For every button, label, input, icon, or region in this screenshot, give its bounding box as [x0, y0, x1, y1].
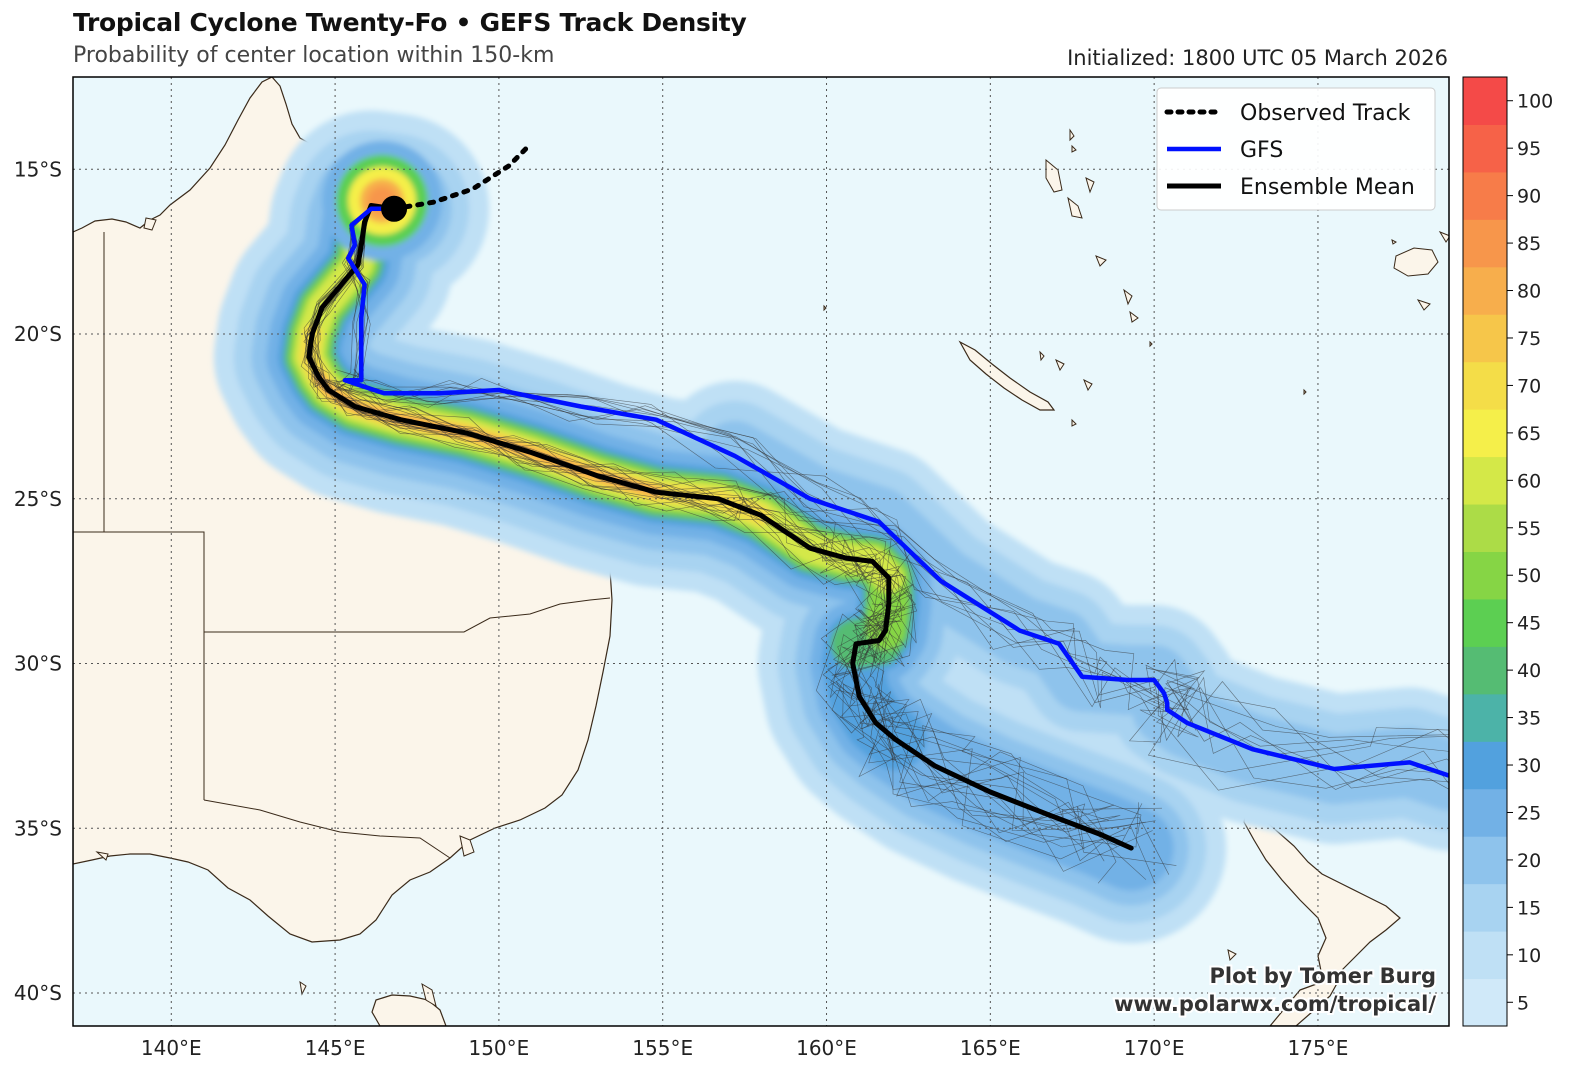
colorbar-label: 40: [1517, 660, 1541, 682]
colorbar-label: 75: [1517, 328, 1541, 350]
colorbar-segment: [1463, 788, 1507, 837]
ensemble-member-track: [335, 208, 1449, 791]
colorbar-segment: [1463, 504, 1507, 552]
observed-track: [391, 143, 531, 212]
colorbar-segment: [1463, 741, 1507, 790]
ensemble-member-track: [336, 208, 1449, 743]
new-zealand-north-island: [1243, 809, 1401, 977]
state-border-nt-sa: [73, 531, 205, 632]
state-border-nsw-vic: [203, 799, 451, 859]
colorbar-label: 95: [1517, 138, 1541, 160]
ensemble-member-track: [333, 208, 1449, 752]
state-border-qld-nsw: [204, 597, 611, 633]
colorbar-segment: [1463, 551, 1507, 600]
colorbar-label: 5: [1517, 992, 1529, 1014]
colorbar-segment: [1463, 693, 1507, 742]
new-caledonia: [958, 340, 1056, 411]
credit-line-2: www.polarwx.com/tropical/: [1114, 992, 1436, 1016]
colorbar-label: 45: [1517, 613, 1541, 635]
lon-tick-label: 165°E: [960, 1036, 1021, 1060]
colorbar-segment: [1463, 646, 1507, 695]
lon-tick-label: 160°E: [796, 1036, 857, 1060]
lon-tick-label: 175°E: [1288, 1036, 1349, 1060]
ensemble-mean-track: [306, 203, 1134, 851]
ensemble-member-track: [333, 208, 1449, 773]
colorbar: 5 10 15 20 25 30 35 40 45 50 55 60 65 70 75 80 85 90 95 100: [1462, 76, 1553, 1027]
colorbar-segment: [1463, 266, 1507, 315]
colorbar-frame: [1462, 76, 1508, 1027]
vanuatu: [1045, 128, 1139, 323]
tasmania-landmass: [371, 994, 447, 1026]
legend-mean-label: Ensemble Mean: [1240, 175, 1415, 200]
colorbar-segment: [1463, 361, 1507, 410]
colorbar-label: 35: [1517, 708, 1541, 730]
colorbar-label: 65: [1517, 423, 1541, 445]
ensemble-member-track: [347, 207, 1449, 790]
colorbar-label: 30: [1517, 755, 1541, 777]
current-position-marker: [381, 195, 408, 222]
legend-gfs-label: GFS: [1240, 138, 1283, 163]
colorbar-segment: [1463, 978, 1507, 1027]
lat-tick-label: 15°S: [14, 157, 62, 181]
credit: Plot by Tomer Burg www.polarwx.com/tropi…: [1112, 962, 1438, 1018]
colorbar-label: 100: [1517, 91, 1553, 113]
colorbar-segment: [1463, 836, 1507, 885]
axis-tick-labels: 140°E 145°E 150°E 155°E 160°E 165°E 170°E 175°E…: [14, 157, 1349, 1060]
colorbar-segment: [1463, 219, 1507, 268]
ensemble-member-track: [310, 205, 1121, 833]
chart-subtitle: Probability of center location within 15…: [73, 43, 555, 68]
colorbar-segment: [1463, 883, 1507, 932]
colorbar-segment: [1463, 598, 1507, 647]
lat-tick-label: 20°S: [14, 322, 62, 346]
legend-observed-label: Observed Track: [1240, 101, 1411, 126]
colorbar-label: 50: [1517, 565, 1541, 587]
credit-line-1: Plot by Tomer Burg: [1210, 964, 1437, 988]
colorbar-label: 55: [1517, 518, 1541, 540]
new-zealand-south-island: [1269, 977, 1342, 1026]
colorbar-label: 85: [1517, 233, 1541, 255]
colorbar-label: 15: [1517, 897, 1541, 919]
ensemble-member-track: [316, 203, 1117, 884]
colorbar-segment: [1463, 124, 1507, 173]
gfs-track: [342, 206, 1449, 778]
lat-tick-label: 25°S: [14, 487, 62, 511]
ensemble-member-track: [303, 204, 1115, 842]
ensemble-member-track: [318, 204, 1163, 822]
colorbar-segment: [1463, 931, 1507, 980]
colorbar-label: 20: [1517, 850, 1541, 872]
colorbar-segment: [1463, 409, 1507, 458]
colorbar-segment: [1463, 171, 1507, 220]
lat-tick-label: 40°S: [14, 981, 62, 1005]
lat-tick-label: 35°S: [14, 816, 62, 840]
ensemble-member-track: [346, 208, 1449, 756]
colorbar-segment: [1463, 77, 1507, 125]
map-frame: [72, 76, 1450, 1027]
ensemble-member-track: [308, 206, 1109, 821]
lon-tick-label: 140°E: [141, 1036, 202, 1060]
legend: Observed Track GFS Ensemble Mean: [1156, 87, 1436, 211]
colorbar-label: 25: [1517, 802, 1541, 824]
lon-tick-label: 150°E: [468, 1036, 529, 1060]
colorbar-label: 70: [1517, 375, 1541, 397]
lon-tick-label: 170°E: [1124, 1036, 1185, 1060]
lon-tick-label: 155°E: [632, 1036, 693, 1060]
colorbar-label: 10: [1517, 945, 1541, 967]
init-time: Initialized: 1800 UTC 05 March 2026: [1067, 46, 1448, 70]
colorbar-label: 90: [1517, 186, 1541, 208]
fiji: [1391, 230, 1449, 311]
colorbar-segment: [1463, 456, 1507, 505]
colorbar-segment: [1463, 314, 1507, 363]
colorbar-label: 60: [1517, 470, 1541, 492]
colorbar-label: 80: [1517, 281, 1541, 303]
lat-tick-label: 30°S: [14, 652, 62, 676]
chart-title: Tropical Cyclone Twenty-Fo • GEFS Track …: [73, 8, 747, 37]
lon-tick-label: 145°E: [305, 1036, 366, 1060]
ensemble-member-track: [349, 208, 1434, 789]
